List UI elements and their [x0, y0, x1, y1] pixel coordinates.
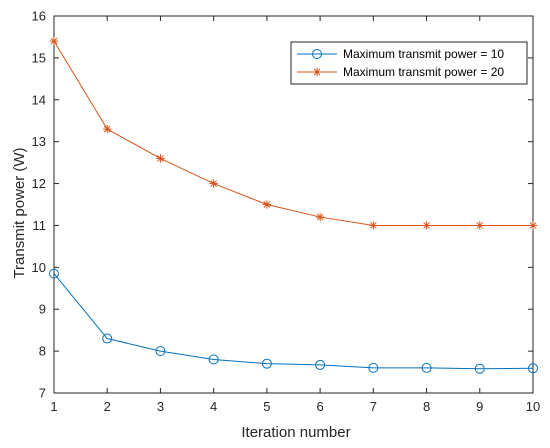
x-tick-label: 4: [210, 399, 217, 414]
series-line: [53, 40, 533, 226]
series-layer: [49, 36, 538, 374]
legend-label: Maximum transmit power = 10: [343, 47, 504, 61]
data-point: [155, 346, 166, 357]
x-tick-label: 1: [50, 399, 57, 414]
data-point: [474, 363, 485, 374]
x-tick-label: 3: [157, 399, 164, 414]
legend-entry: Maximum transmit power = 10: [297, 47, 504, 61]
x-tick-label: 8: [423, 399, 430, 414]
legend-entry: Maximum transmit power = 20: [297, 65, 504, 79]
data-point: [209, 179, 218, 188]
series-2: [49, 36, 538, 230]
series-line: [53, 273, 534, 370]
y-tick-label: 13: [32, 134, 46, 149]
y-tick-label: 7: [39, 386, 46, 401]
legend-box: [290, 41, 528, 85]
x-axis-ticks: 1 2 3 4 5 6 7 8 9 10: [50, 16, 540, 414]
data-point: [103, 124, 112, 134]
x-tick-label: 7: [370, 399, 377, 414]
legend-marker: [312, 67, 322, 77]
legend-marker: [312, 49, 322, 59]
x-axis-label: Iteration number: [241, 424, 350, 441]
data-point: [369, 221, 378, 230]
x-tick-label: 9: [476, 399, 483, 414]
legend-label: Maximum transmit power = 20: [343, 65, 504, 79]
x-tick-label: 2: [104, 399, 111, 414]
series-1: [49, 268, 538, 374]
y-axis-label: Transmit power (W): [11, 147, 28, 278]
data-point: [49, 268, 59, 279]
y-axis-ticks: 7 8 9 10 11 12 13 14 15 16: [32, 9, 533, 401]
y-tick-label: 16: [32, 9, 46, 24]
data-point: [368, 362, 379, 373]
data-point: [156, 154, 165, 163]
y-tick-label: 8: [39, 344, 46, 359]
y-tick-label: 12: [32, 176, 46, 191]
y-tick-label: 10: [32, 260, 46, 275]
y-tick-label: 15: [32, 50, 46, 65]
legend: Maximum transmit power = 10 Maximum trans…: [290, 41, 528, 85]
data-point: [262, 200, 272, 209]
data-point: [421, 362, 432, 373]
x-tick-label: 10: [526, 399, 540, 414]
y-tick-label: 14: [32, 92, 46, 107]
data-point: [49, 36, 59, 46]
data-point: [261, 358, 272, 369]
data-point: [315, 359, 326, 370]
data-point: [208, 354, 219, 365]
data-point: [528, 363, 538, 374]
y-tick-label: 11: [33, 218, 47, 233]
data-point: [422, 221, 431, 230]
y-tick-label: 9: [39, 302, 46, 317]
x-tick-label: 5: [263, 399, 270, 414]
data-point: [102, 333, 113, 344]
data-point: [315, 212, 325, 222]
data-point: [528, 221, 538, 230]
x-tick-label: 6: [316, 399, 323, 414]
data-point: [475, 221, 484, 230]
